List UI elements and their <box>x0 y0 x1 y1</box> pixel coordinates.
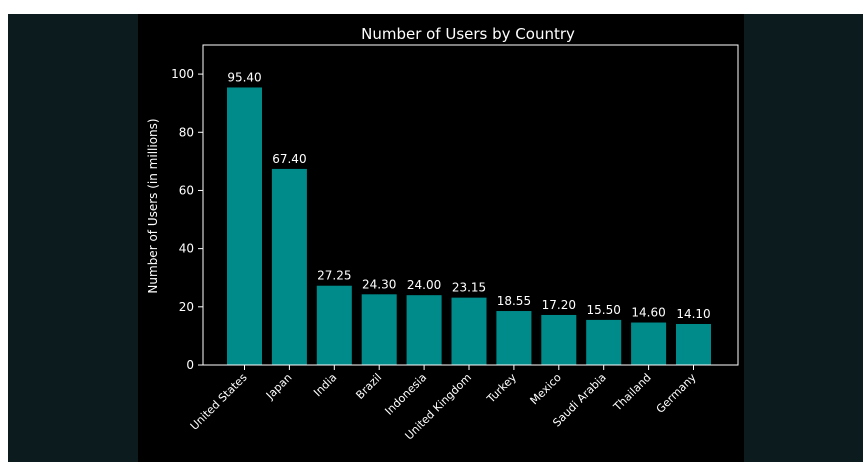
data-label: 14.10 <box>676 307 710 321</box>
bar <box>227 87 262 366</box>
y-axis-label: Number of Users (in millions) <box>146 118 160 293</box>
data-label: 24.00 <box>407 278 441 292</box>
y-tick-label: 40 <box>179 242 194 256</box>
y-tick-label: 80 <box>179 125 194 139</box>
data-label: 27.25 <box>317 269 351 283</box>
x-tick-label: Mexico <box>528 371 565 408</box>
x-tick-label: India <box>311 371 339 399</box>
y-tick-label: 60 <box>179 183 194 197</box>
y-tick-label: 20 <box>179 300 194 314</box>
x-tick-label: Japan <box>263 371 295 403</box>
y-tick-label: 100 <box>171 67 194 81</box>
axes-frame <box>202 44 739 366</box>
bar <box>361 294 397 365</box>
data-label: 24.30 <box>362 277 396 291</box>
x-tick-label: Turkey <box>484 371 520 407</box>
data-label: 67.40 <box>272 152 306 166</box>
data-label: 18.55 <box>497 294 531 308</box>
bar <box>586 319 622 365</box>
data-label: 17.20 <box>542 298 576 312</box>
bar <box>631 322 667 365</box>
bars-group: 95.40 67.40 27.25 24.30 24.00 23.15 18.55 17.20… <box>227 70 711 366</box>
x-tick-label: Germany <box>654 371 699 416</box>
x-tick-label: Brazil <box>353 371 384 402</box>
bar <box>676 323 711 365</box>
bar <box>496 311 532 365</box>
x-tick-label: Thailand <box>610 371 653 414</box>
bar <box>406 295 442 365</box>
data-label: 95.40 <box>227 70 261 84</box>
bar <box>451 297 487 365</box>
x-tick-label: United States <box>188 371 250 433</box>
data-label: 15.50 <box>587 303 621 317</box>
bar <box>541 314 577 365</box>
data-label: 23.15 <box>452 281 486 295</box>
bar <box>271 168 307 365</box>
y-tick-label: 0 <box>186 358 194 372</box>
chart-title: Number of Users by Country <box>361 25 575 43</box>
x-tick-label: Indonesia <box>382 371 429 418</box>
bar <box>316 285 352 365</box>
data-label: 14.60 <box>631 306 665 320</box>
